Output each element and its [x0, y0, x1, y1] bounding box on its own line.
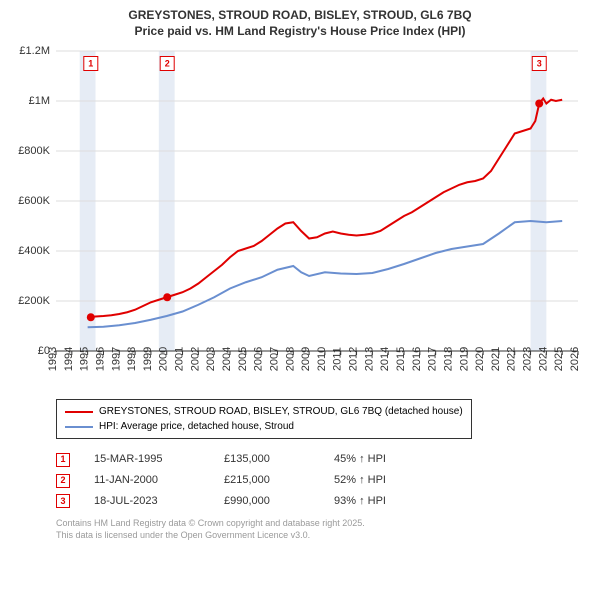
data-point-row: 1 15-MAR-1995 £135,000 45% ↑ HPI — [56, 449, 588, 470]
data-point-row: 3 18-JUL-2023 £990,000 93% ↑ HPI — [56, 491, 588, 512]
svg-text:1: 1 — [88, 59, 93, 69]
svg-text:1997: 1997 — [110, 347, 122, 371]
svg-text:2007: 2007 — [268, 347, 280, 371]
svg-text:2004: 2004 — [221, 347, 233, 371]
svg-text:2: 2 — [165, 59, 170, 69]
svg-text:1995: 1995 — [79, 347, 91, 371]
svg-text:2009: 2009 — [300, 347, 312, 371]
attribution: Contains HM Land Registry data © Crown c… — [56, 518, 588, 541]
legend-row: HPI: Average price, detached house, Stro… — [65, 419, 463, 434]
data-point-price: £215,000 — [224, 470, 334, 491]
data-points-table: 1 15-MAR-1995 £135,000 45% ↑ HPI 2 11-JA… — [56, 449, 588, 512]
svg-text:2017: 2017 — [427, 347, 439, 371]
svg-text:2024: 2024 — [537, 347, 549, 371]
svg-text:2023: 2023 — [522, 347, 534, 371]
svg-text:2015: 2015 — [395, 347, 407, 371]
svg-text:2014: 2014 — [379, 347, 391, 371]
svg-text:2026: 2026 — [569, 347, 581, 371]
legend-text: GREYSTONES, STROUD ROAD, BISLEY, STROUD,… — [99, 404, 463, 419]
chart: £0£200K£400K£600K£800K£1M£1.2M1993199419… — [12, 43, 588, 393]
attribution-line2: This data is licensed under the Open Gov… — [56, 530, 588, 542]
svg-text:2021: 2021 — [490, 347, 502, 371]
svg-text:£600K: £600K — [18, 195, 50, 207]
svg-text:£200K: £200K — [18, 295, 50, 307]
svg-text:2018: 2018 — [442, 347, 454, 371]
svg-text:2002: 2002 — [189, 347, 201, 371]
svg-text:2019: 2019 — [458, 347, 470, 371]
title-block: GREYSTONES, STROUD ROAD, BISLEY, STROUD,… — [12, 8, 588, 39]
svg-text:£1M: £1M — [29, 95, 50, 107]
svg-text:2010: 2010 — [316, 347, 328, 371]
data-point-marker: 2 — [56, 474, 70, 488]
attribution-line1: Contains HM Land Registry data © Crown c… — [56, 518, 588, 530]
svg-text:2022: 2022 — [506, 347, 518, 371]
svg-text:£400K: £400K — [18, 245, 50, 257]
chart-svg: £0£200K£400K£600K£800K£1M£1.2M1993199419… — [12, 43, 588, 393]
svg-text:1993: 1993 — [47, 347, 59, 371]
data-point-hpi: 93% ↑ HPI — [334, 491, 386, 512]
data-point-date: 15-MAR-1995 — [94, 449, 224, 470]
data-point-price: £135,000 — [224, 449, 334, 470]
svg-text:2003: 2003 — [205, 347, 217, 371]
data-point-marker: 1 — [56, 453, 70, 467]
svg-text:2016: 2016 — [411, 347, 423, 371]
svg-text:2001: 2001 — [174, 347, 186, 371]
svg-text:2008: 2008 — [284, 347, 296, 371]
svg-text:3: 3 — [537, 59, 542, 69]
svg-text:2000: 2000 — [158, 347, 170, 371]
data-point-marker: 3 — [56, 494, 70, 508]
data-point-hpi: 45% ↑ HPI — [334, 449, 386, 470]
svg-text:£800K: £800K — [18, 145, 50, 157]
legend-swatch — [65, 411, 93, 413]
svg-text:1996: 1996 — [94, 347, 106, 371]
svg-text:1994: 1994 — [63, 347, 75, 371]
legend-swatch — [65, 426, 93, 428]
chart-container: GREYSTONES, STROUD ROAD, BISLEY, STROUD,… — [0, 0, 600, 590]
title-line2: Price paid vs. HM Land Registry's House … — [12, 24, 588, 40]
data-point-row: 2 11-JAN-2000 £215,000 52% ↑ HPI — [56, 470, 588, 491]
svg-text:£1.2M: £1.2M — [19, 45, 50, 57]
svg-text:2011: 2011 — [332, 347, 344, 371]
data-point-hpi: 52% ↑ HPI — [334, 470, 386, 491]
svg-text:2020: 2020 — [474, 347, 486, 371]
svg-text:2012: 2012 — [348, 347, 360, 371]
legend-row: GREYSTONES, STROUD ROAD, BISLEY, STROUD,… — [65, 404, 463, 419]
title-line1: GREYSTONES, STROUD ROAD, BISLEY, STROUD,… — [12, 8, 588, 24]
svg-text:1999: 1999 — [142, 347, 154, 371]
data-point-date: 11-JAN-2000 — [94, 470, 224, 491]
svg-text:2006: 2006 — [253, 347, 265, 371]
data-point-price: £990,000 — [224, 491, 334, 512]
svg-text:1998: 1998 — [126, 347, 138, 371]
data-point-date: 18-JUL-2023 — [94, 491, 224, 512]
legend: GREYSTONES, STROUD ROAD, BISLEY, STROUD,… — [56, 399, 472, 439]
svg-text:2025: 2025 — [553, 347, 565, 371]
svg-text:2005: 2005 — [237, 347, 249, 371]
svg-text:2013: 2013 — [363, 347, 375, 371]
legend-text: HPI: Average price, detached house, Stro… — [99, 419, 294, 434]
